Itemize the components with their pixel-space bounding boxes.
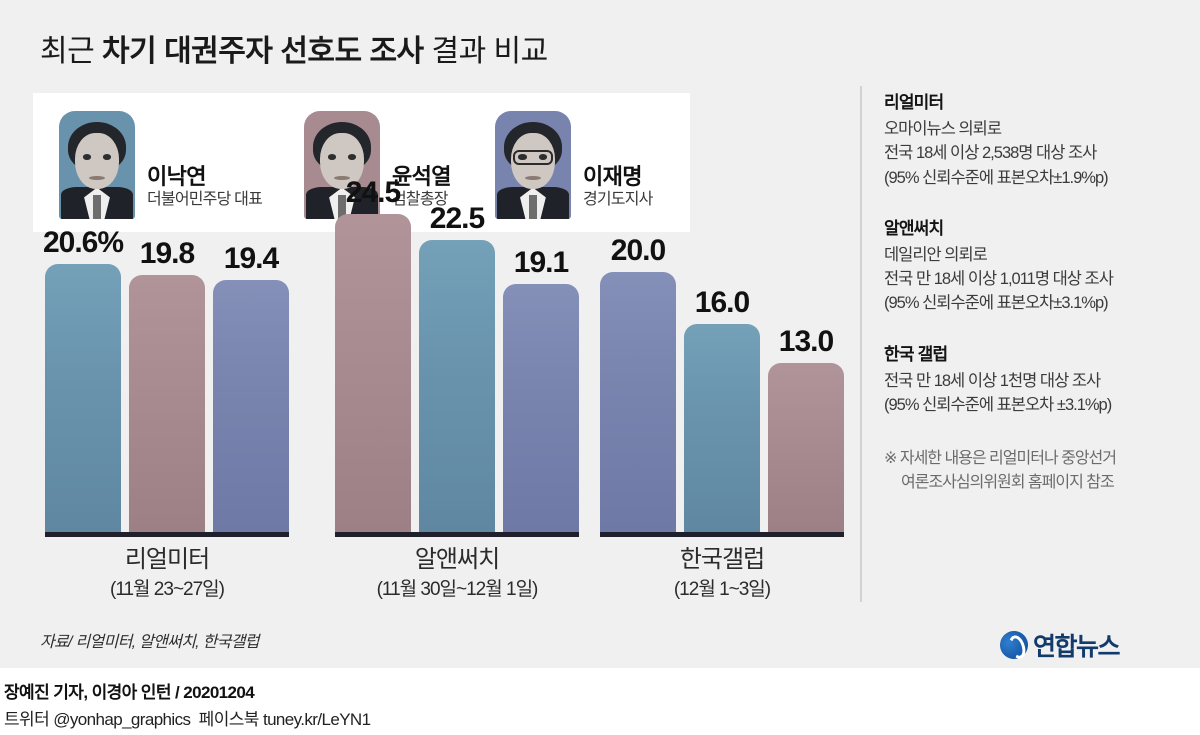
bar-group-bars: 24.5 22.5 19.1	[335, 177, 579, 532]
bar-value-label: 19.1	[513, 245, 569, 279]
sidebar-note-line1: ※ 자세한 내용은 리얼미터나 중앙선거	[884, 450, 1117, 467]
bar-이재명[interactable]	[213, 279, 289, 532]
bar-column: 13.0	[768, 327, 844, 532]
bar-column: 19.1	[503, 247, 579, 532]
pollster-date: (11월 23~27일)	[110, 579, 225, 601]
title-emphasis: 차기 대권주자 선호도 조사	[102, 35, 424, 68]
bar-윤석열[interactable]	[768, 363, 844, 532]
poll-detail-title: 리얼미터	[884, 93, 944, 112]
bar-value-label: 20.6%	[42, 226, 124, 260]
portrait-photo-1	[304, 111, 381, 219]
pollster-name: 리얼미터	[124, 546, 210, 573]
bar-column: 24.5	[335, 177, 411, 532]
bar-value-label: 16.0	[694, 286, 750, 319]
bar-윤석열[interactable]	[129, 274, 205, 532]
bar-column: 20.6%	[43, 228, 124, 532]
axis-baseline	[45, 532, 289, 537]
candidate-name-2: 이재명	[582, 163, 643, 189]
candidate-card-0: 이낙연 더불어민주당 대표	[59, 93, 263, 232]
bar-column: 19.4	[213, 243, 289, 532]
candidate-role-1: 검찰총장	[392, 191, 448, 209]
bar-이낙연[interactable]	[419, 239, 495, 532]
poll-detail-line: 전국 18세 이상 2,538명 대상 조사	[884, 144, 1097, 163]
candidate-role-2: 경기도지사	[582, 191, 653, 209]
sidebar-note: ※ 자세한 내용은 리얼미터나 중앙선거 여론조사심의위원회 홈페이지 참조	[884, 447, 1188, 495]
poll-detail-line: (95% 신뢰수준에 표본오차±1.9%p)	[884, 168, 1109, 187]
bar-value-label: 22.5	[429, 201, 485, 235]
bar-column: 19.8	[129, 238, 205, 532]
poll-detail-line: 전국 만 18세 이상 1천명 대상 조사	[884, 371, 1101, 390]
candidate-name-0: 이낙연	[147, 163, 207, 189]
bar-group-bars: 20.6% 19.8 19.4	[43, 228, 289, 532]
bar-value-label: 19.4	[223, 241, 279, 275]
bar-group-bars: 20.0 16.0 13.0	[600, 236, 844, 532]
bar-이낙연[interactable]	[45, 264, 121, 532]
pollster-name: 알앤써치	[414, 546, 500, 573]
byline: 장예진 기자, 이경아 인턴 / 20201204	[4, 683, 255, 702]
poll-detail-line: 전국 만 18세 이상 1,011명 대상 조사	[884, 270, 1114, 288]
poll-detail-line: (95% 신뢰수준에 표본오차±3.1%p)	[884, 294, 1109, 313]
title-lead: 최근	[40, 35, 103, 68]
axis-baseline	[335, 532, 579, 537]
x-axis-label-1: 알앤써치 (11월 30일~12월 1일)	[335, 545, 579, 601]
bar-이재명[interactable]	[600, 272, 676, 532]
bar-group-0: 20.6% 19.8 19.4	[43, 228, 289, 540]
pollster-date: (12월 1~3일)	[673, 579, 771, 601]
sidebar-note-line2: 여론조사심의위원회 홈페이지 참조	[901, 474, 1115, 491]
facebook-label: 페이스북	[198, 710, 260, 729]
bar-column: 22.5	[419, 203, 495, 532]
vertical-divider	[860, 86, 862, 602]
portrait-photo-2	[494, 111, 571, 219]
poll-detail-line: 데일리안 의뢰로	[884, 245, 988, 264]
candidate-card-1: 윤석열 검찰총장	[304, 93, 452, 232]
portrait-photo-0	[59, 111, 135, 219]
x-axis-label-0: 리얼미터 (11월 23~27일)	[45, 545, 289, 601]
bar-value-label: 24.5	[345, 175, 401, 209]
facebook-handle[interactable]: tuney.kr/LeYN1	[262, 710, 371, 729]
candidate-card-2: 이재명 경기도지사	[494, 93, 653, 232]
axis-baseline	[600, 532, 844, 537]
candidate-name-1: 윤석열	[392, 163, 452, 189]
pollster-name: 한국갤럽	[679, 546, 765, 573]
source-line: 자료/ 리얼미터, 알앤써치, 한국갤럽	[40, 634, 259, 651]
bar-value-label: 13.0	[778, 325, 834, 358]
social-line: 트위터 @yonhap_graphics 페이스북 tuney.kr/LeYN1	[4, 705, 371, 730]
bar-value-label: 19.8	[139, 236, 195, 270]
pollster-date: (11월 30일~12월 1일)	[376, 579, 539, 601]
candidate-panel: 이낙연 더불어민주당 대표 윤석열 검찰총장 이재명	[33, 93, 690, 232]
poll-detail-title: 한국 갤럽	[884, 344, 948, 364]
bar-column: 16.0	[684, 288, 760, 532]
title-tail: 결과 비교	[423, 35, 548, 68]
footer-bar: 장예진 기자, 이경아 인턴 / 20201204 트위터 @yonhap_gr…	[0, 668, 1200, 735]
bar-이낙연[interactable]	[684, 324, 760, 532]
bar-column: 20.0	[600, 236, 676, 532]
twitter-handle[interactable]: @yonhap_graphics	[53, 710, 191, 729]
poll-detail-title: 알앤써치	[884, 218, 944, 238]
bar-value-label: 20.0	[610, 234, 666, 267]
twitter-label: 트위터	[4, 710, 50, 729]
candidate-role-0: 더불어민주당 대표	[147, 191, 263, 209]
yonhap-logo: 연합뉴스	[996, 627, 1121, 663]
page-title: 최근 차기 대권주자 선호도 조사 결과 비교	[40, 26, 548, 70]
poll-detail-line: 오마이뉴스 의뢰로	[884, 120, 1002, 138]
x-axis-label-2: 한국갤럽 (12월 1~3일)	[600, 545, 844, 601]
yonhap-swoosh-icon	[996, 627, 1032, 663]
bar-윤석열[interactable]	[335, 213, 411, 532]
bar-이재명[interactable]	[503, 283, 579, 532]
poll-detail-line: (95% 신뢰수준에 표본오차 ±3.1%p)	[884, 395, 1112, 414]
yonhap-logo-text: 연합뉴스	[1033, 633, 1121, 661]
bar-group-1: 24.5 22.5 19.1	[335, 177, 579, 540]
bar-chart: 20.6% 19.8 19.4 리얼미터 (11월 23~27일) 24.5 22.5 19.…	[0, 177, 860, 600]
bar-group-2: 20.0 16.0 13.0	[600, 236, 844, 540]
